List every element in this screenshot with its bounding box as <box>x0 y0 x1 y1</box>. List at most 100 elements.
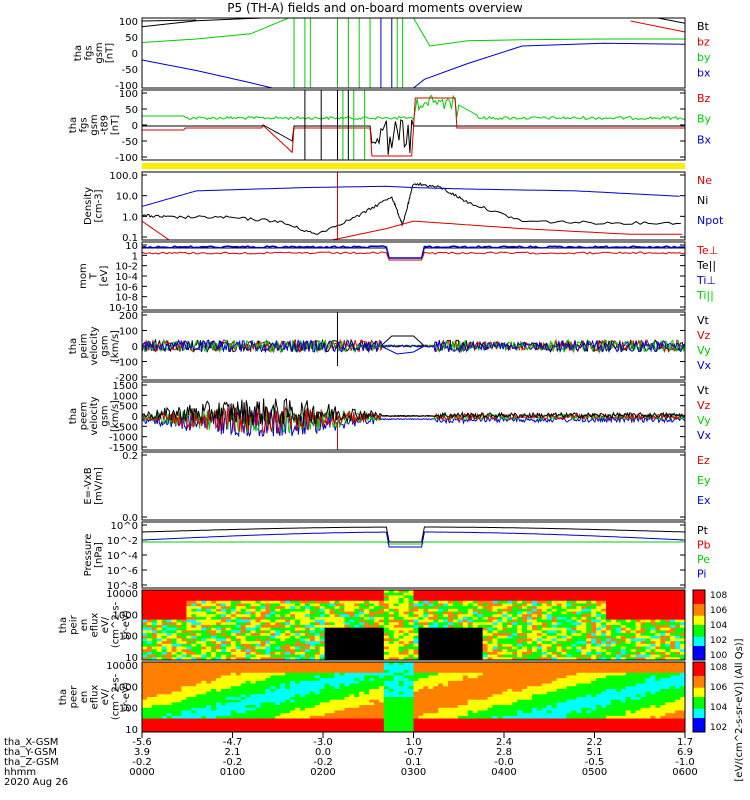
heatmap-cell <box>235 616 242 621</box>
heatmap-cell <box>606 638 612 642</box>
heatmap-cell <box>206 678 212 682</box>
heatmap-cell <box>502 646 508 650</box>
heatmap-cell <box>186 600 192 604</box>
heatmap-cell <box>418 678 424 682</box>
heatmap-cell <box>517 638 523 642</box>
heatmap-cell <box>186 614 192 618</box>
heatmap-cell <box>428 611 434 615</box>
heatmap-cell <box>492 667 498 671</box>
heatmap-cell <box>418 625 424 629</box>
heatmap-cell <box>369 657 375 661</box>
heatmap-cell <box>299 619 306 623</box>
heatmap-cell <box>448 614 454 618</box>
heatmap-cell <box>452 718 459 722</box>
heatmap-cell <box>398 694 405 698</box>
heatmap-cell <box>191 643 197 648</box>
heatmap-cell <box>388 654 395 658</box>
heatmap-cell <box>374 657 380 661</box>
heatmap-cell <box>388 641 395 645</box>
heatmap-cell <box>349 672 355 676</box>
heatmap-cell <box>443 627 449 631</box>
heatmap-cell <box>477 595 484 599</box>
heatmap-cell <box>280 657 286 661</box>
heatmap-cell <box>364 694 370 698</box>
heatmap-cell <box>324 600 331 604</box>
heatmap-cell <box>235 622 242 626</box>
heatmap-cell <box>393 710 400 714</box>
heatmap-cell <box>645 592 651 596</box>
heatmap-cell <box>670 598 676 602</box>
heatmap-cell <box>551 654 558 658</box>
heatmap-cell <box>161 705 168 709</box>
heatmap-cell <box>610 643 617 648</box>
heatmap-cell <box>482 683 489 687</box>
heatmap-cell <box>665 622 671 626</box>
heatmap-cell <box>314 619 321 623</box>
heatmap-cell <box>329 699 336 703</box>
heatmap-cell <box>151 715 158 720</box>
heatmap-cell <box>675 606 681 610</box>
heatmap-cell <box>319 654 326 658</box>
heatmap-cell <box>142 726 148 730</box>
heatmap-cell <box>448 649 454 653</box>
y-tick-label: 10^0 <box>111 521 138 532</box>
heatmap-cell <box>201 590 207 594</box>
heatmap-cell <box>507 600 513 604</box>
heatmap-cell <box>601 614 607 618</box>
heatmap-cell <box>452 635 459 639</box>
heatmap-cell <box>423 664 429 668</box>
heatmap-cell <box>443 608 449 613</box>
heatmap-cell <box>369 707 375 711</box>
heatmap-cell <box>142 729 148 733</box>
heatmap-cell <box>650 627 656 631</box>
heatmap-cell <box>546 592 553 596</box>
heatmap-cell <box>265 710 271 714</box>
heatmap-cell <box>462 592 469 596</box>
heatmap-cell <box>606 633 612 637</box>
heatmap-cell <box>220 721 227 725</box>
heatmap-cell <box>374 614 380 618</box>
heatmap-cell <box>398 672 405 676</box>
heatmap-cell <box>225 675 232 679</box>
heatmap-cell <box>349 705 355 709</box>
heatmap-cell <box>151 643 158 648</box>
heatmap-cell <box>206 646 212 650</box>
heatmap-cell <box>359 603 365 607</box>
heatmap-cell <box>299 702 306 706</box>
heatmap-cell <box>418 638 424 642</box>
heatmap-cell <box>670 616 676 621</box>
heatmap-cell <box>329 691 336 695</box>
heatmap-cell <box>270 718 276 722</box>
heatmap-cell <box>670 657 676 661</box>
heatmap-cell <box>452 600 459 604</box>
heatmap-cell <box>319 713 326 717</box>
heatmap-cell <box>443 729 449 733</box>
heatmap-cell <box>551 630 558 634</box>
heatmap-cell <box>354 630 360 634</box>
heatmap-cell <box>680 641 686 645</box>
heatmap-cell <box>448 710 454 714</box>
heatmap-cell <box>378 670 385 674</box>
heatmap-cell <box>166 595 173 599</box>
heatmap-cell <box>142 603 148 607</box>
heatmap-cell <box>428 657 434 661</box>
heatmap-cell <box>299 625 306 629</box>
heatmap-cell <box>220 723 227 728</box>
heatmap-cell <box>615 622 622 626</box>
heatmap-cell <box>176 603 182 607</box>
heatmap-cell <box>230 619 237 623</box>
heatmap-cell <box>522 643 528 648</box>
heatmap-cell <box>670 651 676 656</box>
heatmap-cell <box>299 638 306 642</box>
heatmap-cell <box>225 598 232 602</box>
heatmap-cell <box>423 649 429 653</box>
heatmap-cell <box>502 649 508 653</box>
heatmap-cell <box>280 600 286 604</box>
heatmap-cell <box>339 699 345 703</box>
heatmap-cell <box>477 688 484 693</box>
heatmap-cell <box>670 603 676 607</box>
heatmap-cell <box>418 702 424 706</box>
y-axis-label: (cm^2-s- <box>111 601 122 648</box>
heatmap-cell <box>206 694 212 698</box>
heatmap-cell <box>280 592 286 596</box>
